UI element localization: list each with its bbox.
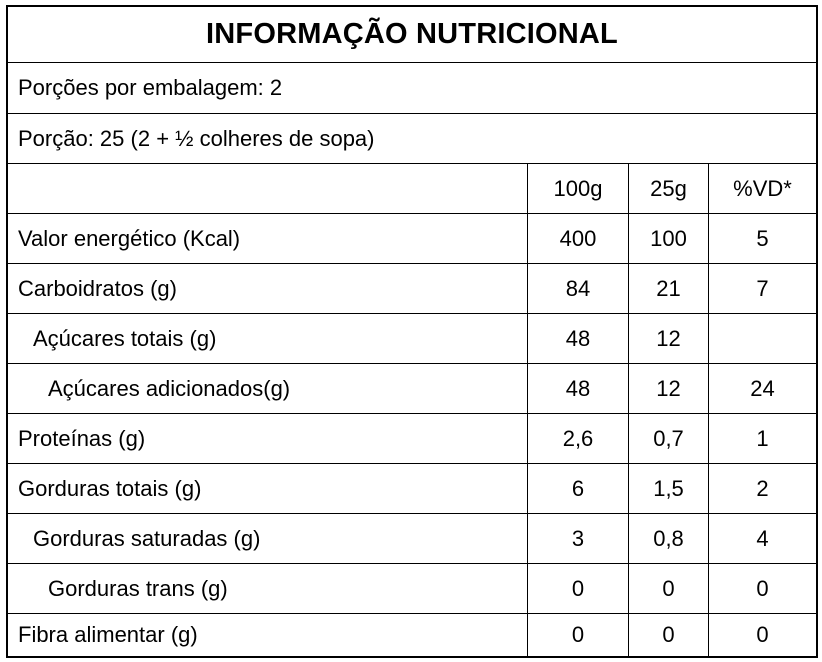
servings-row: Porções por embalagem: 2 <box>8 63 816 114</box>
nutrient-name: Carboidratos (g) <box>18 275 177 301</box>
nutrient-name: Gorduras saturadas (g) <box>33 525 261 551</box>
value-25g: 0 <box>628 564 708 613</box>
value-daily: 1 <box>708 414 816 463</box>
value-daily: 4 <box>708 514 816 563</box>
value-100g: 3 <box>527 514 628 563</box>
value-daily <box>708 314 816 363</box>
value-100g: 400 <box>527 214 628 263</box>
value-daily: 0 <box>708 614 816 656</box>
value-100g: 48 <box>527 364 628 413</box>
nutrient-name: Fibra alimentar (g) <box>18 622 198 647</box>
value-25g: 0,7 <box>628 414 708 463</box>
header-daily-value: %VD* <box>708 164 816 213</box>
nutrient-name: Proteínas (g) <box>18 425 146 451</box>
value-daily: 7 <box>708 264 816 313</box>
table-row: Gorduras saturadas (g) 3 0,8 4 <box>8 514 816 564</box>
table-row: Gorduras totais (g) 6 1,5 2 <box>8 464 816 514</box>
value-25g: 1,5 <box>628 464 708 513</box>
value-25g: 12 <box>628 364 708 413</box>
table-row: Proteínas (g) 2,6 0,7 1 <box>8 414 816 464</box>
table-row: Açúcares totais (g) 48 12 <box>8 314 816 364</box>
header-25g: 25g <box>628 164 708 213</box>
value-daily: 5 <box>708 214 816 263</box>
value-daily: 0 <box>708 564 816 613</box>
nutrition-facts-table: INFORMAÇÃO NUTRICIONAL Porções por embal… <box>6 5 818 658</box>
value-25g: 100 <box>628 214 708 263</box>
table-row: Fibra alimentar (g) 0 0 0 <box>8 614 816 656</box>
value-25g: 12 <box>628 314 708 363</box>
servings-per-package: Porções por embalagem: 2 <box>18 75 283 100</box>
value-100g: 0 <box>527 614 628 656</box>
title-row: INFORMAÇÃO NUTRICIONAL <box>8 7 816 63</box>
nutrient-name: Açúcares totais (g) <box>33 325 217 351</box>
table-row: Valor energético (Kcal) 400 100 5 <box>8 214 816 264</box>
serving-size-row: Porção: 25 (2 + ½ colheres de sopa) <box>8 114 816 164</box>
value-100g: 84 <box>527 264 628 313</box>
header-name <box>8 164 527 213</box>
serving-size: Porção: 25 (2 + ½ colheres de sopa) <box>18 125 375 151</box>
table-row: Açúcares adicionados(g) 48 12 24 <box>8 364 816 414</box>
nutrient-name: Gorduras totais (g) <box>18 475 202 501</box>
value-25g: 0,8 <box>628 514 708 563</box>
value-daily: 24 <box>708 364 816 413</box>
nutrient-name: Açúcares adicionados(g) <box>48 375 291 401</box>
header-100g: 100g <box>527 164 628 213</box>
table-row: Carboidratos (g) 84 21 7 <box>8 264 816 314</box>
value-100g: 2,6 <box>527 414 628 463</box>
value-25g: 0 <box>628 614 708 656</box>
value-daily: 2 <box>708 464 816 513</box>
nutrient-name: Gorduras trans (g) <box>48 575 228 601</box>
header-row: 100g 25g %VD* <box>8 164 816 214</box>
table-title: INFORMAÇÃO NUTRICIONAL <box>206 18 618 50</box>
value-100g: 48 <box>527 314 628 363</box>
nutrient-name: Valor energético (Kcal) <box>18 225 241 251</box>
value-25g: 21 <box>628 264 708 313</box>
value-100g: 6 <box>527 464 628 513</box>
table-row: Gorduras trans (g) 0 0 0 <box>8 564 816 614</box>
value-100g: 0 <box>527 564 628 613</box>
